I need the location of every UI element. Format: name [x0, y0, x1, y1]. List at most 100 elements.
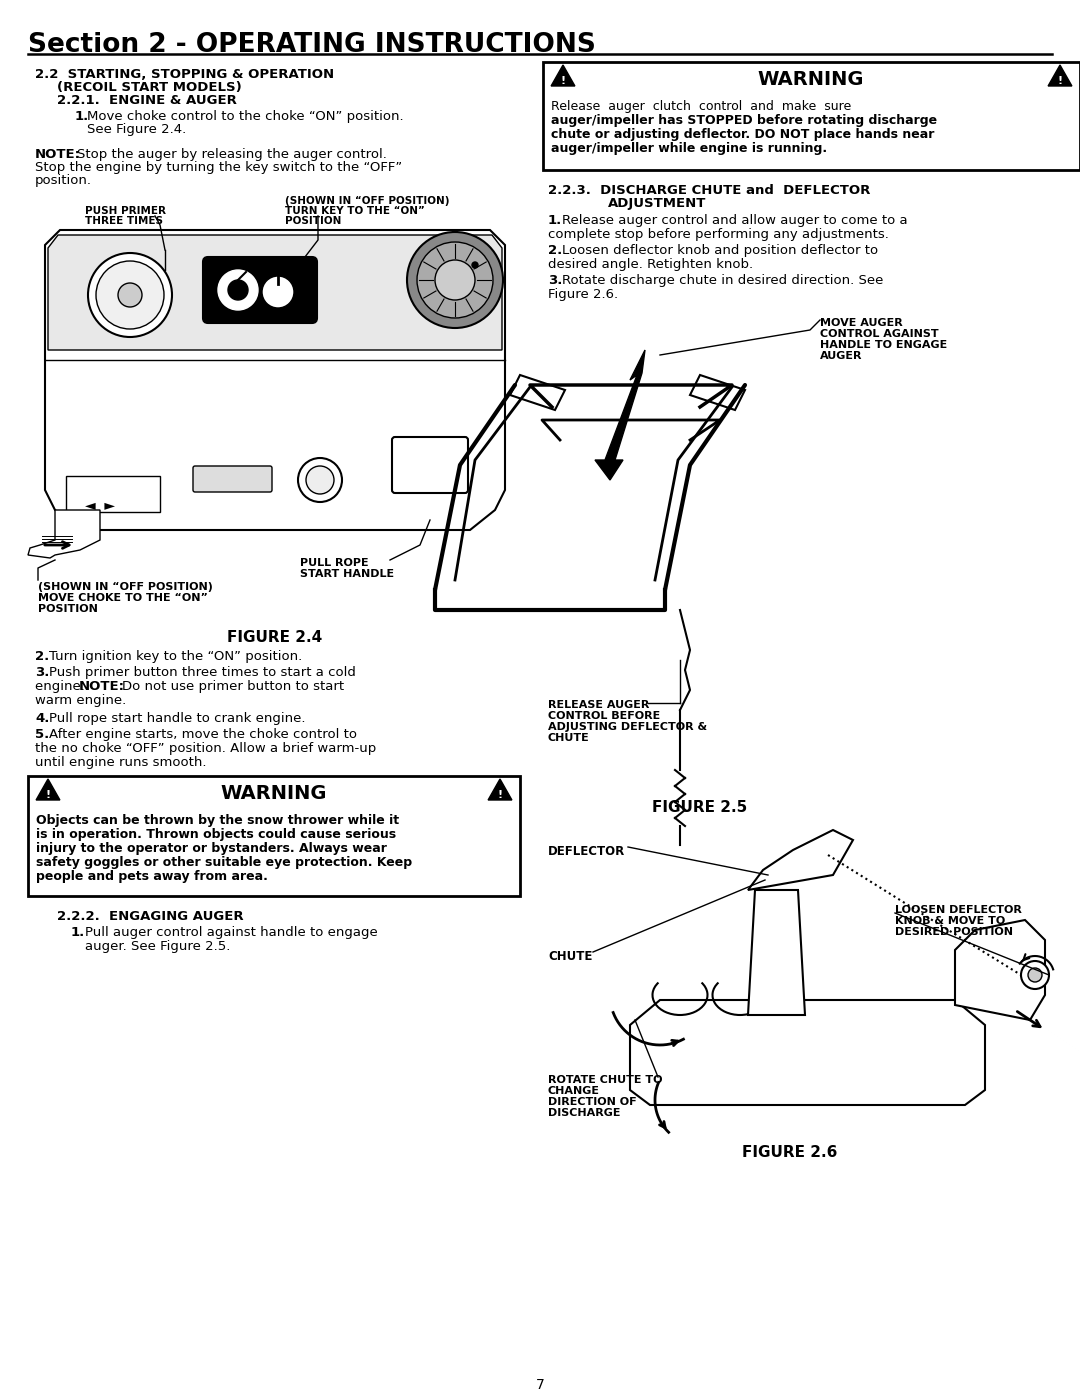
- Text: auger. See Figure 2.5.: auger. See Figure 2.5.: [85, 940, 230, 953]
- Text: Figure 2.6.: Figure 2.6.: [548, 288, 618, 300]
- Text: Release auger control and allow auger to come to a: Release auger control and allow auger to…: [562, 214, 907, 226]
- Text: CHUTE: CHUTE: [548, 950, 592, 963]
- Text: FIGURE 2.4: FIGURE 2.4: [228, 630, 323, 645]
- Circle shape: [407, 232, 503, 328]
- Text: Rotate discharge chute in desired direction. See: Rotate discharge chute in desired direct…: [562, 274, 883, 286]
- Polygon shape: [630, 1000, 985, 1105]
- Text: safety goggles or other suitable eye protection. Keep: safety goggles or other suitable eye pro…: [36, 856, 413, 869]
- Text: DESIRED POSITION: DESIRED POSITION: [895, 928, 1013, 937]
- Polygon shape: [48, 235, 502, 351]
- FancyBboxPatch shape: [193, 467, 272, 492]
- Text: ROTATE CHUTE TO: ROTATE CHUTE TO: [548, 1076, 662, 1085]
- Text: MOVE CHOKE TO THE “ON”: MOVE CHOKE TO THE “ON”: [38, 592, 207, 604]
- Text: position.: position.: [35, 175, 92, 187]
- Text: ADJUSTING DEFLECTOR &: ADJUSTING DEFLECTOR &: [548, 722, 707, 732]
- Text: MOVE AUGER: MOVE AUGER: [820, 319, 903, 328]
- Circle shape: [228, 279, 248, 300]
- Text: !: !: [498, 791, 502, 800]
- Circle shape: [298, 458, 342, 502]
- Text: people and pets away from area.: people and pets away from area.: [36, 870, 268, 883]
- Text: (SHOWN IN “OFF POSITION): (SHOWN IN “OFF POSITION): [285, 196, 449, 205]
- Text: WARNING: WARNING: [758, 70, 864, 89]
- Text: POSITION: POSITION: [38, 604, 98, 615]
- Text: auger/impeller has STOPPED before rotating discharge: auger/impeller has STOPPED before rotati…: [551, 115, 937, 127]
- Text: HANDLE TO ENGAGE: HANDLE TO ENGAGE: [820, 339, 947, 351]
- Polygon shape: [595, 351, 645, 481]
- Text: warm engine.: warm engine.: [35, 694, 126, 707]
- Text: START HANDLE: START HANDLE: [300, 569, 394, 578]
- Text: Loosen deflector knob and position deflector to: Loosen deflector knob and position defle…: [562, 244, 878, 257]
- FancyBboxPatch shape: [28, 775, 519, 895]
- Text: Move choke control to the choke “ON” position.: Move choke control to the choke “ON” pos…: [87, 110, 404, 123]
- Text: ADJUSTMENT: ADJUSTMENT: [608, 197, 706, 210]
- Text: 3.: 3.: [35, 666, 50, 679]
- Polygon shape: [748, 890, 805, 1016]
- Text: 5.: 5.: [35, 728, 50, 740]
- Circle shape: [435, 260, 475, 300]
- Text: !: !: [1057, 75, 1063, 87]
- Text: See Figure 2.4.: See Figure 2.4.: [87, 123, 186, 136]
- FancyBboxPatch shape: [203, 257, 318, 323]
- Text: Stop the auger by releasing the auger control.: Stop the auger by releasing the auger co…: [77, 148, 387, 161]
- Polygon shape: [45, 231, 505, 529]
- Text: CHANGE: CHANGE: [548, 1085, 600, 1097]
- Text: CHUTE: CHUTE: [548, 733, 590, 743]
- Text: WARNING: WARNING: [220, 784, 327, 803]
- Text: CONTROL BEFORE: CONTROL BEFORE: [548, 711, 660, 721]
- Polygon shape: [551, 66, 575, 87]
- Polygon shape: [1048, 66, 1072, 87]
- Text: DEFLECTOR: DEFLECTOR: [548, 845, 625, 858]
- Circle shape: [306, 467, 334, 495]
- Polygon shape: [955, 921, 1045, 1020]
- FancyBboxPatch shape: [543, 61, 1080, 170]
- Text: NOTE:: NOTE:: [35, 148, 81, 161]
- Text: chute or adjusting deflector. DO NOT place hands near: chute or adjusting deflector. DO NOT pla…: [551, 129, 934, 141]
- Text: auger/impeller while engine is running.: auger/impeller while engine is running.: [551, 142, 827, 155]
- Text: Stop the engine by turning the key switch to the “OFF”: Stop the engine by turning the key switc…: [35, 161, 402, 175]
- Polygon shape: [690, 374, 745, 409]
- Text: 2.2.1.  ENGINE & AUGER: 2.2.1. ENGINE & AUGER: [57, 94, 237, 108]
- Text: 2.2.2.  ENGAGING AUGER: 2.2.2. ENGAGING AUGER: [57, 909, 244, 923]
- Text: 1.: 1.: [71, 926, 85, 939]
- Text: 2.: 2.: [548, 244, 563, 257]
- Text: Do not use primer button to start: Do not use primer button to start: [122, 680, 345, 693]
- Text: desired angle. Retighten knob.: desired angle. Retighten knob.: [548, 258, 753, 271]
- Circle shape: [417, 242, 492, 319]
- Text: 1.: 1.: [75, 110, 90, 123]
- Text: POSITION: POSITION: [285, 217, 341, 226]
- Text: LOOSEN DEFLECTOR: LOOSEN DEFLECTOR: [895, 905, 1022, 915]
- Text: FIGURE 2.5: FIGURE 2.5: [652, 800, 747, 814]
- Text: NOTE:: NOTE:: [79, 680, 125, 693]
- Text: Push primer button three times to start a cold: Push primer button three times to start …: [49, 666, 356, 679]
- Polygon shape: [36, 780, 59, 800]
- Text: DIRECTION OF: DIRECTION OF: [548, 1097, 636, 1106]
- Text: KNOB & MOVE TO: KNOB & MOVE TO: [895, 916, 1005, 926]
- Text: 2.: 2.: [35, 650, 50, 664]
- Polygon shape: [510, 374, 565, 409]
- Text: ◄  ►: ◄ ►: [85, 499, 114, 513]
- Text: engine.: engine.: [35, 680, 90, 693]
- Circle shape: [87, 253, 172, 337]
- Text: the no choke “OFF” position. Allow a brief warm-up: the no choke “OFF” position. Allow a bri…: [35, 742, 376, 754]
- FancyBboxPatch shape: [392, 437, 468, 493]
- Text: Release  auger  clutch  control  and  make  sure: Release auger clutch control and make su…: [551, 101, 851, 113]
- Text: PUSH PRIMER: PUSH PRIMER: [85, 205, 166, 217]
- Text: injury to the operator or bystanders. Always wear: injury to the operator or bystanders. Al…: [36, 842, 387, 855]
- Text: 1.: 1.: [548, 214, 563, 226]
- Circle shape: [1021, 961, 1049, 989]
- Text: Pull rope start handle to crank engine.: Pull rope start handle to crank engine.: [49, 712, 306, 725]
- Polygon shape: [748, 830, 853, 890]
- Text: After engine starts, move the choke control to: After engine starts, move the choke cont…: [49, 728, 357, 740]
- Text: until engine runs smooth.: until engine runs smooth.: [35, 756, 206, 768]
- Text: FIGURE 2.6: FIGURE 2.6: [742, 1146, 838, 1160]
- Text: Pull auger control against handle to engage: Pull auger control against handle to eng…: [85, 926, 378, 939]
- Text: 7: 7: [536, 1377, 544, 1391]
- Text: (RECOIL START MODELS): (RECOIL START MODELS): [57, 81, 242, 94]
- Polygon shape: [488, 780, 512, 800]
- Text: 2.2  STARTING, STOPPING & OPERATION: 2.2 STARTING, STOPPING & OPERATION: [35, 68, 334, 81]
- Text: CONTROL AGAINST: CONTROL AGAINST: [820, 330, 939, 339]
- Text: Objects can be thrown by the snow thrower while it: Objects can be thrown by the snow throwe…: [36, 814, 400, 827]
- Circle shape: [262, 277, 294, 307]
- Circle shape: [96, 261, 164, 330]
- Circle shape: [1028, 968, 1042, 982]
